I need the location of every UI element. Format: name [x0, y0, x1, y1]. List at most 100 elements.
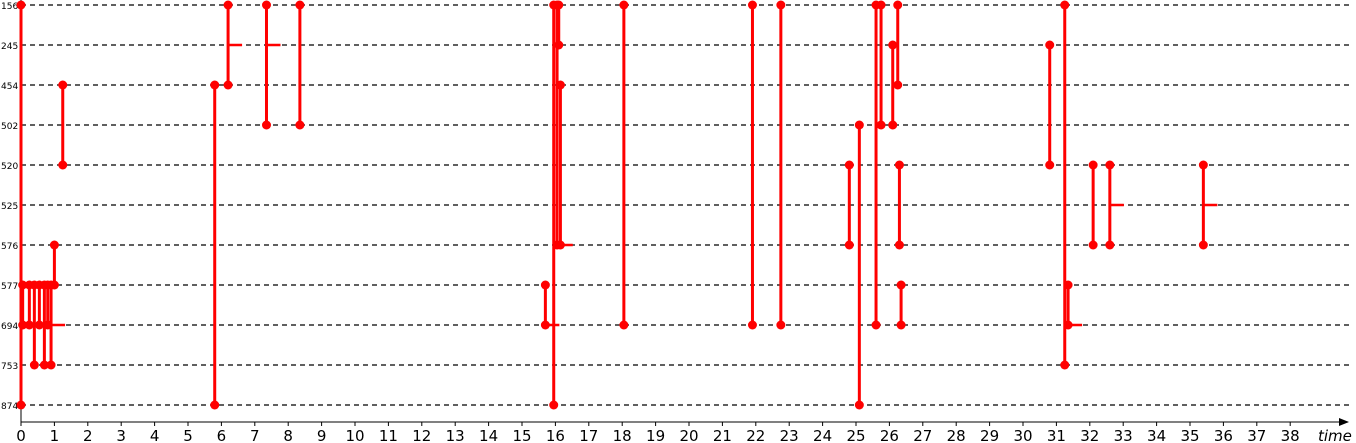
message-endpoint: [58, 160, 68, 170]
x-axis-title: time: [1318, 427, 1352, 443]
x-tick-label: 28: [947, 427, 966, 443]
message-endpoint: [1045, 40, 1055, 50]
x-tick-label: 19: [646, 427, 665, 443]
message-endpoint: [16, 0, 26, 10]
message-endpoint: [747, 0, 757, 10]
message-endpoint: [854, 400, 864, 410]
message-endpoint: [894, 240, 904, 250]
x-tick-label: 9: [317, 427, 327, 443]
x-tick-label: 30: [1013, 427, 1032, 443]
message-endpoint: [210, 80, 220, 90]
message-endpoint: [896, 280, 906, 290]
x-tick-label: 7: [250, 427, 260, 443]
y-tick-label: 694: [1, 322, 18, 332]
x-tick-label: 38: [1281, 427, 1300, 443]
message-endpoint: [18, 320, 28, 330]
message-endpoint: [893, 80, 903, 90]
message-endpoint: [747, 320, 757, 330]
message-endpoint: [24, 320, 34, 330]
message-endpoint: [1060, 360, 1070, 370]
x-tick-label: 27: [913, 427, 932, 443]
y-tick-label: 245: [1, 42, 18, 52]
message-endpoint: [554, 0, 564, 10]
y-tick-label: 874: [1, 402, 18, 412]
gridlines: [21, 4, 1352, 406]
x-tick-label: 13: [446, 427, 465, 443]
message-endpoint: [1045, 160, 1055, 170]
x-tick-label: 31: [1047, 427, 1066, 443]
x-tick-label: 17: [579, 427, 598, 443]
message-endpoint: [223, 80, 233, 90]
y-tick-label: 525: [1, 202, 18, 212]
message-endpoint: [39, 360, 49, 370]
message-endpoint: [844, 240, 854, 250]
message-endpoint: [555, 80, 565, 90]
x-tick-label: 33: [1114, 427, 1133, 443]
x-tick-label: 18: [613, 427, 632, 443]
message-endpoint: [854, 120, 864, 130]
message-endpoint: [844, 160, 854, 170]
message-endpoint: [1063, 280, 1073, 290]
message-endpoint: [261, 0, 271, 10]
message-endpoint: [1060, 0, 1070, 10]
message-endpoint: [18, 280, 28, 290]
x-tick-label: 2: [83, 427, 93, 443]
x-tick-label: 24: [813, 427, 832, 443]
y-tick-label: 577: [1, 282, 18, 292]
message-endpoint: [223, 0, 233, 10]
x-tick-label: 16: [546, 427, 565, 443]
message-endpoint: [1105, 160, 1115, 170]
message-endpoint: [876, 0, 886, 10]
y-tick-label: 753: [1, 362, 18, 372]
message-endpoint: [295, 120, 305, 130]
message-endpoint: [619, 320, 629, 330]
message-endpoint: [46, 360, 56, 370]
x-tick-label: 0: [16, 427, 26, 443]
message-endpoint: [58, 80, 68, 90]
message-endpoint: [1198, 160, 1208, 170]
x-tick-label: 37: [1247, 427, 1266, 443]
message-endpoint: [1088, 240, 1098, 250]
x-tick-label: 5: [183, 427, 193, 443]
x-tick-label: 10: [345, 427, 364, 443]
message-endpoint: [34, 320, 44, 330]
y-axis: 156 245 454 502 520 525 576 577 694 753 874: [1, 2, 18, 412]
x-tick-label: 21: [713, 427, 732, 443]
message-marks: [16, 0, 1218, 410]
x-tick-label: 11: [379, 427, 398, 443]
x-tick-label: 23: [780, 427, 799, 443]
y-tick-label: 576: [1, 242, 18, 252]
x-tick-label: 34: [1147, 427, 1166, 443]
message-endpoint: [776, 320, 786, 330]
message-endpoint: [888, 40, 898, 50]
message-endpoint: [893, 0, 903, 10]
y-tick-label: 156: [1, 2, 18, 12]
message-endpoint: [540, 280, 550, 290]
message-endpoint: [1088, 160, 1098, 170]
message-endpoint: [261, 120, 271, 130]
message-endpoint: [210, 400, 220, 410]
y-tick-label: 502: [1, 122, 18, 132]
x-tick-label: 32: [1080, 427, 1099, 443]
x-tick-label: 1: [50, 427, 60, 443]
message-endpoint: [888, 120, 898, 130]
x-tick-label: 15: [512, 427, 531, 443]
message-endpoint: [295, 0, 305, 10]
message-endpoint: [776, 0, 786, 10]
message-endpoint: [16, 400, 26, 410]
message-endpoint: [554, 40, 564, 50]
x-tick-label: 12: [412, 427, 431, 443]
x-tick-label: 29: [980, 427, 999, 443]
message-endpoint: [894, 160, 904, 170]
message-endpoint: [619, 0, 629, 10]
message-endpoint: [1198, 240, 1208, 250]
x-tick-label: 20: [679, 427, 698, 443]
y-tick-label: 520: [1, 162, 18, 172]
message-endpoint: [896, 320, 906, 330]
message-endpoint: [49, 240, 59, 250]
x-tick-label: 6: [217, 427, 227, 443]
message-endpoint: [29, 360, 39, 370]
x-tick-label: 26: [880, 427, 899, 443]
message-endpoint: [549, 400, 559, 410]
